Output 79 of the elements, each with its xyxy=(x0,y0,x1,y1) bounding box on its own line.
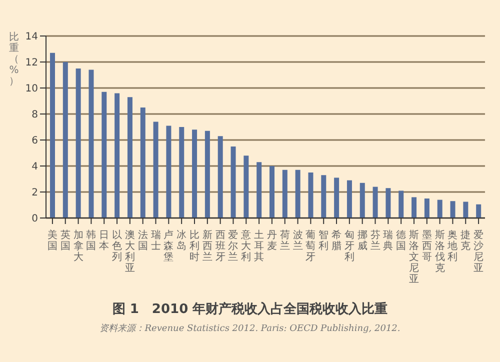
x-tick-label: 卢森堡 xyxy=(164,229,174,263)
bar xyxy=(127,97,132,218)
bar xyxy=(321,175,326,218)
x-tick-label: 爱沙尼亚 xyxy=(474,229,484,274)
x-tick-label: 丹麦 xyxy=(266,230,277,252)
text: 图 1 2010 年财产税收入占全国税收收入比重 xyxy=(111,300,389,318)
bar xyxy=(114,93,120,218)
bar xyxy=(153,122,158,218)
bar xyxy=(412,197,417,218)
x-tick-label: 土耳其 xyxy=(254,229,264,263)
x-tick-label: 德国 xyxy=(396,230,406,252)
y-tick-label: 14 xyxy=(25,32,38,43)
x-tick-label: 墨西哥 xyxy=(422,230,432,263)
text: 资料来源：Revenue Statistics 2012. Paris: OECD Publishing, 2012. xyxy=(98,322,402,335)
bar xyxy=(386,188,391,218)
y-tick-label: 0 xyxy=(32,214,38,225)
bar xyxy=(424,198,430,218)
y-tick-label: 2 xyxy=(32,188,38,199)
bar xyxy=(50,52,55,218)
x-tick-label: 斯洛文尼亚 xyxy=(408,229,419,285)
x-tick-label: 以色列 xyxy=(112,229,122,263)
bar xyxy=(76,68,81,218)
bar xyxy=(398,190,404,218)
bar xyxy=(295,170,300,218)
y-tick-label: 8 xyxy=(32,110,38,121)
x-tick-label: 日本 xyxy=(99,230,110,252)
x-tick-label: 智利 xyxy=(318,229,329,252)
bar xyxy=(282,170,288,218)
bar xyxy=(256,162,262,218)
bar xyxy=(372,186,378,218)
x-tick-label: 英国 xyxy=(60,229,70,252)
bar xyxy=(450,201,456,218)
x-tick-label: 新西兰 xyxy=(202,229,212,263)
x-tick-label: 匈牙利 xyxy=(344,229,354,263)
x-tick-label: 瑞典 xyxy=(383,229,394,252)
x-tick-label: 意大利 xyxy=(240,229,252,263)
bar xyxy=(102,92,107,218)
x-tick-label: 希腊 xyxy=(332,229,342,252)
bar xyxy=(179,127,184,218)
bar xyxy=(218,136,223,218)
x-tick-label: 瑞士 xyxy=(150,229,161,252)
bar xyxy=(346,180,352,218)
x-tick-label: 澳大利亚 xyxy=(124,229,135,274)
x-tick-label: 芬兰 xyxy=(370,229,380,252)
y-axis-title: 比重（%） xyxy=(9,31,19,87)
bar xyxy=(270,166,274,218)
bar xyxy=(463,202,468,218)
x-tick-label: 法国 xyxy=(138,229,148,252)
y-tick-label: 4 xyxy=(32,162,38,173)
bar xyxy=(230,146,236,218)
bar xyxy=(140,108,146,218)
y-tick-label: 12 xyxy=(25,58,38,69)
x-tick-label: 斯洛伐克 xyxy=(434,229,445,274)
x-tick-label: 荷兰 xyxy=(280,229,290,252)
x-tick-label: 西班牙 xyxy=(215,230,226,263)
y-tick-label: 6 xyxy=(32,136,38,147)
x-tick-label: 比利时 xyxy=(189,229,200,263)
bar xyxy=(204,130,210,218)
bar xyxy=(476,204,482,218)
bar xyxy=(62,62,68,218)
bar xyxy=(437,200,442,218)
x-tick-label: 挪威 xyxy=(357,229,368,252)
bar xyxy=(244,156,249,218)
bar xyxy=(166,126,172,218)
x-tick-label: 冰岛 xyxy=(176,229,187,252)
x-tick-label: 美国 xyxy=(47,229,58,252)
bar xyxy=(334,178,340,218)
bar xyxy=(192,130,198,218)
x-tick-label: 韩国 xyxy=(86,229,96,252)
bar xyxy=(88,70,94,218)
y-tick-label: 10 xyxy=(25,84,38,95)
x-tick-label: 爱尔兰 xyxy=(228,229,238,263)
x-tick-label: 奥地利 xyxy=(446,229,458,263)
x-tick-label: 葡萄牙 xyxy=(306,229,316,263)
bar xyxy=(360,182,365,218)
x-tick-label: 加拿大 xyxy=(73,229,84,263)
bar xyxy=(308,172,314,218)
x-tick-label: 捷克 xyxy=(460,229,471,252)
x-tick-label: 波兰 xyxy=(292,229,303,252)
